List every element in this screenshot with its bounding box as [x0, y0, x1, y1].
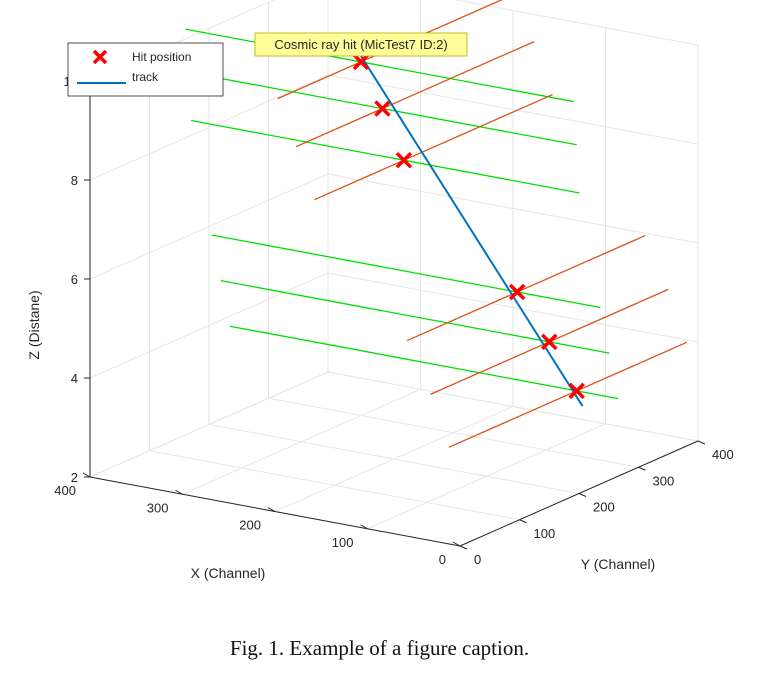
x-tick-label: 200: [239, 518, 261, 533]
x-tick-label: 300: [147, 500, 169, 515]
y-tick: [578, 493, 587, 497]
hit-marker-stroke: [374, 100, 391, 117]
x-tick-label: 400: [54, 483, 76, 498]
green-strip-line: [211, 234, 601, 309]
x-tick: [267, 507, 276, 512]
x-tick: [452, 541, 461, 547]
hit-marker-stroke: [508, 283, 526, 301]
green-strip-line: [229, 325, 619, 400]
side-wall-grid-line: [327, 173, 699, 244]
chart-title-text: Cosmic ray hit (MicTest7 ID:2): [274, 37, 447, 52]
side-wall-grid-line: [327, 272, 699, 343]
floor-grid-line: [149, 450, 520, 521]
hit-marker-stroke: [352, 53, 370, 71]
floor-grid-line: [268, 397, 639, 468]
hit-marker-stroke: [541, 333, 558, 351]
y-tick: [638, 466, 646, 471]
chart-title: Cosmic ray hit (MicTest7 ID:2): [254, 32, 468, 57]
y-tick-label: 400: [712, 447, 734, 462]
axis-layer: [82, 80, 706, 550]
legend: Hit position track: [67, 42, 224, 97]
orange-strip-line: [295, 41, 535, 148]
back-wall-grid-line: [89, 173, 329, 280]
strip-layer: [185, 0, 688, 448]
orange-strip-line: [448, 341, 688, 448]
y-tick-label: 100: [534, 526, 556, 541]
hit-marker: [568, 382, 585, 400]
side-wall-grid-line: [327, 371, 699, 442]
z-tick-label: 4: [71, 371, 78, 386]
z-tick-label: 8: [71, 173, 78, 188]
y-tick: [697, 440, 706, 445]
y-tick: [459, 545, 468, 550]
y-tick-label: 0: [474, 552, 481, 567]
side-wall-grid-line: [453, 0, 699, 46]
x-tick-label: 100: [332, 535, 354, 550]
z-tick-label: 2: [71, 470, 78, 485]
legend-entry-track: track: [132, 70, 159, 84]
track-line: [354, 46, 584, 407]
z-tick-label: 6: [71, 272, 78, 287]
x-axis-label: X (Channel): [191, 565, 266, 581]
hit-marker-stroke: [568, 382, 585, 400]
green-strip-line: [191, 119, 580, 194]
back-wall-grid-line: [89, 371, 329, 478]
hit-marker: [352, 53, 370, 71]
back-wall-grid-line: [89, 272, 329, 379]
x-tick-label: 0: [439, 552, 446, 567]
orange-strip-line: [406, 234, 646, 342]
track-layer: [354, 46, 584, 407]
z-axis-label: Z (Distane): [26, 290, 42, 359]
green-strip-line: [220, 280, 610, 354]
y-tick-label: 200: [593, 500, 615, 515]
y-axis-label: Y (Channel): [581, 556, 655, 572]
orange-strip-line: [314, 93, 553, 201]
legend-marker-x-icon: [92, 49, 108, 65]
legend-entry-hit-position: Hit position: [132, 50, 191, 64]
figure-caption: Fig. 1. Example of a figure caption.: [229, 636, 530, 660]
hit-marker: [374, 100, 391, 117]
hit-marker: [541, 333, 558, 351]
x-tick: [360, 524, 368, 530]
marker-layer: [352, 53, 585, 400]
chart-title-box: [254, 32, 468, 57]
hit-marker: [508, 283, 526, 301]
hit-marker-stroke: [395, 151, 413, 169]
back-wall-grid-line: [89, 74, 329, 181]
green-strip-line: [185, 28, 574, 103]
side-wall-grid-line: [327, 74, 699, 145]
floor-grid-line: [208, 424, 580, 494]
y-tick-label: 300: [653, 473, 675, 488]
x-tick: [175, 489, 183, 495]
hit-marker: [395, 151, 413, 169]
label-layer: 01002003004000100200300400246810: [54, 74, 733, 567]
x-tick: [82, 472, 91, 478]
y-tick: [519, 519, 527, 524]
